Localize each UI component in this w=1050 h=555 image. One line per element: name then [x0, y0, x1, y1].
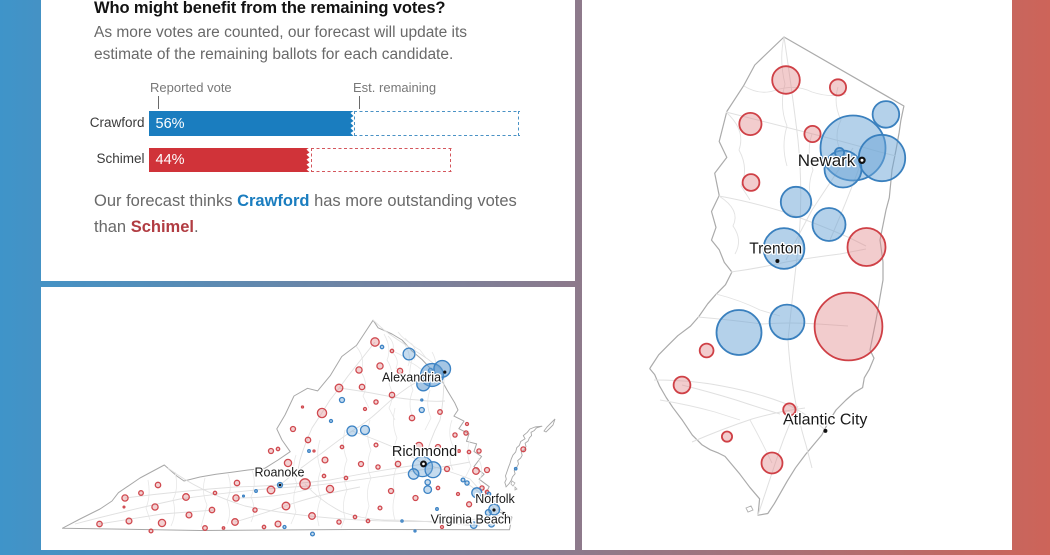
svg-text:Trenton: Trenton	[749, 241, 802, 258]
svg-text:Roanoke: Roanoke	[254, 466, 304, 480]
svg-text:Atlantic City: Atlantic City	[783, 412, 867, 429]
svg-text:Alexandria: Alexandria	[382, 371, 441, 385]
svg-text:Norfolk: Norfolk	[475, 492, 515, 506]
svg-text:Richmond: Richmond	[392, 444, 457, 460]
svg-text:Newark: Newark	[798, 151, 856, 170]
svg-text:Virginia Beach: Virginia Beach	[431, 513, 511, 527]
